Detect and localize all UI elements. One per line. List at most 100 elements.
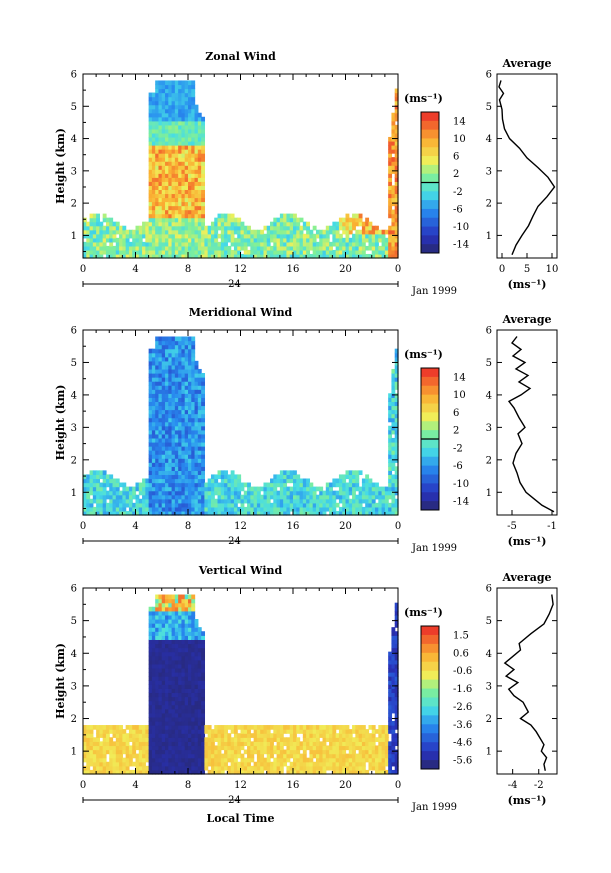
heatmap-cell <box>391 209 396 215</box>
heatmap-cell <box>168 647 173 653</box>
heatmap-cell <box>391 631 396 636</box>
heatmap-cell <box>253 733 258 738</box>
heatmap-cell <box>315 737 320 742</box>
heatmap-cell <box>174 253 179 259</box>
heatmap-cell <box>201 700 206 706</box>
heatmap-cell <box>217 765 222 771</box>
heatmap-cell <box>174 237 179 243</box>
heatmap-cell <box>165 381 169 386</box>
heatmap-cell <box>322 494 327 500</box>
heatmap-cell <box>155 377 160 382</box>
heatmap-cell <box>391 213 396 219</box>
heatmap-cell <box>132 245 137 251</box>
heatmap-cell <box>96 245 101 251</box>
heatmap-cell <box>394 237 399 243</box>
heatmap-cell <box>158 245 163 251</box>
heatmap-cell <box>391 393 396 398</box>
heatmap-cell <box>151 737 156 742</box>
heatmap-cell <box>207 749 212 755</box>
heatmap-cell <box>165 340 169 346</box>
heatmap-cell <box>155 458 160 463</box>
colorbar-swatch <box>421 634 439 645</box>
heatmap-cell <box>151 720 156 726</box>
heatmap-cell <box>217 510 222 516</box>
heatmap-cell <box>122 729 127 734</box>
heatmap-cell <box>319 494 324 500</box>
heatmap-cell <box>296 769 301 775</box>
heatmap-cell <box>155 708 160 714</box>
heatmap-cell <box>155 221 160 227</box>
average-y-tick-label: 4 <box>486 390 492 401</box>
heatmap-cell <box>342 490 347 496</box>
heatmap-cell <box>171 643 176 649</box>
colorbar-swatch <box>421 120 439 131</box>
heatmap-cell <box>105 253 110 259</box>
heatmap-cell <box>161 490 166 496</box>
heatmap-cell <box>227 506 232 512</box>
heatmap-cell <box>286 221 291 227</box>
heatmap-cell <box>184 749 189 755</box>
heatmap-cell <box>253 494 258 500</box>
heatmap-cell <box>168 700 173 706</box>
heatmap-cell <box>296 478 301 484</box>
heatmap-cell <box>388 478 393 484</box>
heatmap-cell <box>115 225 120 231</box>
heatmap-cell <box>197 189 202 195</box>
heatmap-cell <box>391 381 396 386</box>
heatmap-cell <box>266 725 271 730</box>
heatmap-cell <box>391 708 396 714</box>
heatmap-cell <box>293 221 297 227</box>
heatmap-cell <box>155 704 160 710</box>
heatmap-cell <box>161 482 166 488</box>
heatmap-cell <box>388 413 393 419</box>
heatmap-cell <box>201 486 206 492</box>
heatmap-cell <box>158 437 163 443</box>
heatmap-cell <box>230 474 235 480</box>
heatmap-cell <box>171 474 176 480</box>
heatmap-cell <box>161 700 166 706</box>
heatmap-cell <box>188 249 192 255</box>
heatmap-cell <box>112 749 117 755</box>
heatmap-cell <box>191 116 196 122</box>
heatmap-cell <box>184 417 189 423</box>
heatmap-cell <box>355 494 360 500</box>
heatmap-cell <box>342 757 347 763</box>
heatmap-cell <box>181 177 186 182</box>
heatmap-cell <box>201 643 206 649</box>
heatmap-cell <box>171 120 176 126</box>
heatmap-cell <box>115 510 120 516</box>
heatmap-cell <box>368 253 373 259</box>
heatmap-cell <box>273 737 278 742</box>
heatmap-cell <box>201 181 206 186</box>
heatmap-cell <box>381 765 386 771</box>
heatmap-cell <box>148 692 153 698</box>
heatmap-cell <box>122 225 127 231</box>
heatmap-cell <box>171 623 176 628</box>
heatmap-cell <box>122 249 127 255</box>
heatmap-cell <box>142 490 146 496</box>
heatmap-cell <box>171 409 176 415</box>
heatmap-cell <box>237 225 242 231</box>
heatmap-cell <box>237 482 242 488</box>
heatmap-cell <box>188 100 192 106</box>
heatmap-cell <box>155 104 160 110</box>
heatmap-cell <box>315 498 320 504</box>
heatmap-cell <box>384 502 389 508</box>
heatmap-cell <box>181 149 186 154</box>
heatmap-cell <box>197 745 202 751</box>
heatmap-cell <box>348 221 353 227</box>
heatmap-cell <box>270 221 274 227</box>
heatmap-cell <box>322 749 327 755</box>
heatmap-cell <box>174 153 179 158</box>
heatmap-cell <box>155 201 160 207</box>
heatmap-cell <box>201 437 206 443</box>
heatmap-cell <box>168 708 173 714</box>
heatmap-cell <box>105 474 110 480</box>
heatmap-cell <box>165 153 169 158</box>
heatmap-cell <box>188 352 192 358</box>
heatmap-cell <box>174 425 179 431</box>
heatmap-cell <box>99 741 104 747</box>
heatmap-cell <box>112 221 117 227</box>
heatmap-cell <box>348 486 353 492</box>
heatmap-cell <box>260 237 265 243</box>
